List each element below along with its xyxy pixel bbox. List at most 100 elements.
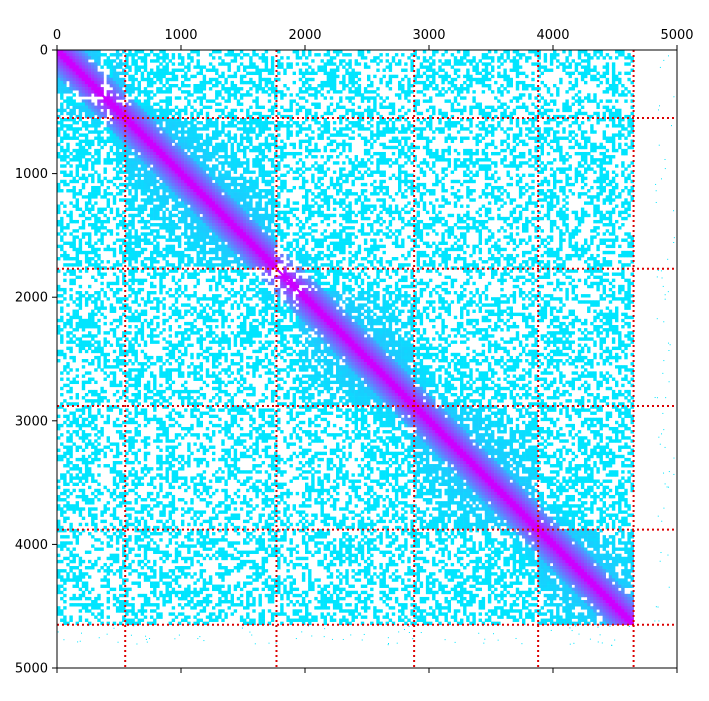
- heatmap-cell: [97, 411, 101, 415]
- heatmap-cell: [577, 102, 582, 106]
- heatmap-cell: [66, 145, 70, 150]
- heatmap-cell: [605, 68, 610, 72]
- heatmap-cell: [146, 136, 151, 140]
- heatmap-cell: [236, 90, 241, 94]
- heatmap-cell: [137, 411, 141, 415]
- heatmap-cell: [398, 87, 402, 91]
- heatmap-cell: [367, 99, 371, 103]
- heatmap-cell: [187, 133, 191, 137]
- heatmap-cell: [199, 83, 203, 88]
- heatmap-cell: [156, 68, 160, 72]
- heatmap-cell: [447, 87, 451, 91]
- heatmap-cell: [75, 201, 79, 205]
- heatmap-cell: [94, 266, 98, 270]
- heatmap-cell: [109, 544, 114, 548]
- heatmap-cell: [75, 148, 79, 153]
- heatmap-cell: [97, 102, 101, 106]
- heatmap-cell: [193, 127, 197, 131]
- heatmap-cell: [587, 65, 591, 69]
- heatmap-cell: [419, 133, 424, 137]
- heatmap-cell: [146, 201, 151, 205]
- heatmap-cell: [506, 80, 510, 85]
- heatmap-cell: [168, 133, 172, 137]
- heatmap-cell: [81, 325, 86, 329]
- heatmap-cell: [115, 383, 120, 388]
- heatmap-cell: [460, 124, 464, 128]
- heatmap-cell: [342, 53, 346, 57]
- heatmap-cell: [66, 253, 70, 258]
- heatmap-cell: [385, 65, 389, 69]
- heatmap-cell: [593, 65, 597, 69]
- heatmap-cell: [283, 71, 287, 76]
- heatmap-cell: [621, 124, 625, 128]
- heatmap-cell: [574, 93, 579, 97]
- heatmap-cell: [143, 235, 148, 239]
- heatmap-cell: [137, 207, 141, 211]
- heatmap-cell: [103, 161, 107, 165]
- heatmap-cell: [500, 62, 504, 66]
- heatmap-cell: [78, 238, 83, 242]
- heatmap-cell: [171, 145, 176, 150]
- heatmap-cell: [605, 105, 610, 110]
- heatmap-cell: [57, 318, 61, 323]
- heatmap-cell: [484, 111, 489, 116]
- heatmap-cell: [81, 99, 86, 103]
- heatmap-cell: [122, 105, 126, 110]
- heatmap-cell: [140, 90, 145, 94]
- heatmap-cell: [81, 83, 86, 88]
- heatmap-cell: [599, 117, 603, 122]
- heatmap-cell: [94, 201, 98, 205]
- heatmap-cell: [103, 340, 107, 344]
- heatmap-cell: [351, 136, 355, 140]
- heatmap-cell: [283, 108, 287, 113]
- heatmap-cell: [497, 56, 501, 60]
- heatmap-cell: [549, 99, 554, 103]
- heatmap-cell: [128, 417, 132, 422]
- heatmap-cell: [119, 136, 123, 140]
- heatmap-cell: [568, 74, 572, 79]
- heatmap-cell: [351, 121, 355, 125]
- heatmap-cell: [218, 56, 222, 60]
- heatmap-cell: [88, 108, 92, 113]
- heatmap-cell: [602, 90, 606, 94]
- heatmap-cell: [81, 65, 86, 69]
- heatmap-cell: [103, 352, 107, 357]
- heatmap-cell: [150, 482, 154, 486]
- heatmap-cell: [565, 105, 569, 110]
- heatmap-cell: [66, 414, 70, 419]
- heatmap-cell: [122, 352, 126, 357]
- heatmap-cell: [103, 510, 107, 514]
- heatmap-cell: [125, 303, 129, 307]
- heatmap-cell: [103, 266, 107, 270]
- heatmap-cell: [125, 148, 129, 153]
- heatmap-cell: [292, 71, 296, 76]
- heatmap-cell: [270, 133, 275, 137]
- heatmap-cell: [140, 321, 145, 326]
- heatmap-cell: [295, 56, 300, 60]
- heatmap-cell: [72, 442, 76, 446]
- heatmap-cell: [63, 291, 67, 295]
- heatmap-cell: [143, 445, 148, 449]
- heatmap-cell: [63, 519, 67, 524]
- heatmap-cell: [69, 522, 73, 527]
- heatmap-cell: [137, 145, 141, 150]
- heatmap-cell: [230, 59, 234, 63]
- heatmap-cell: [57, 584, 61, 588]
- heatmap-cell: [534, 62, 538, 66]
- heatmap-cell: [143, 130, 148, 134]
- heatmap-cell: [60, 124, 64, 128]
- heatmap-cell: [574, 121, 579, 125]
- heatmap-cell: [305, 62, 309, 66]
- heatmap-cell: [243, 68, 247, 72]
- heatmap-cell: [88, 83, 92, 88]
- heatmap-cell: [410, 83, 414, 88]
- heatmap-cell: [131, 127, 135, 131]
- heatmap-cell: [75, 541, 79, 545]
- heatmap-cell: [131, 87, 135, 91]
- heatmap-cell: [94, 130, 98, 134]
- heatmap-cell: [109, 139, 114, 144]
- heatmap-cell: [298, 87, 303, 91]
- heatmap-cell: [131, 439, 135, 443]
- heatmap-cell: [171, 139, 176, 144]
- heatmap-cell: [125, 501, 129, 505]
